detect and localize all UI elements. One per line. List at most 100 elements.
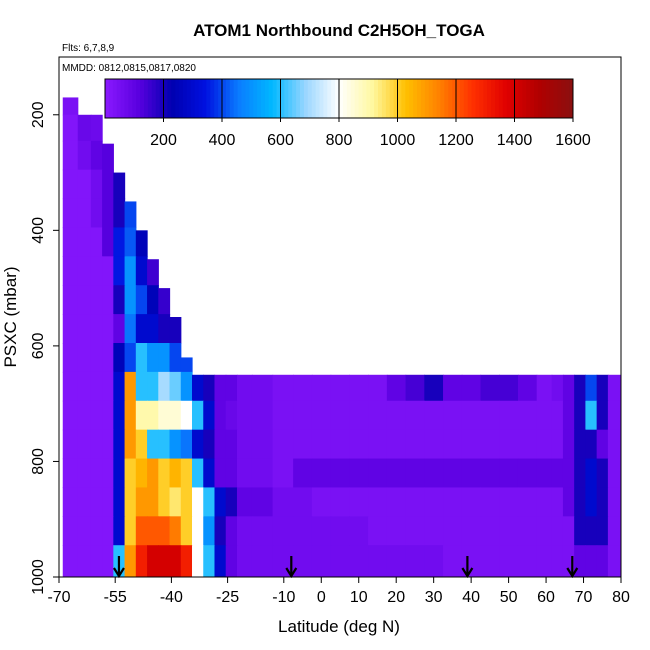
heatmap-cell: [499, 400, 519, 431]
heatmap-cell: [551, 429, 564, 460]
colorbar-swatch: [202, 79, 207, 118]
colorbar-swatch: [487, 79, 492, 118]
colorbar-swatch: [389, 79, 395, 118]
heatmap-cell: [311, 429, 332, 460]
heatmap-cell: [135, 429, 148, 460]
heatmap-cell: [158, 314, 171, 344]
heatmap-cell: [62, 198, 79, 229]
x-tick-label: -25: [216, 589, 239, 606]
heatmap-cell: [386, 429, 407, 460]
heatmap-cell: [236, 374, 253, 402]
heatmap-cell: [225, 545, 238, 577]
colorbar-swatch: [471, 79, 476, 118]
colorbar-swatch: [272, 79, 278, 118]
heatmap-cell: [203, 545, 216, 577]
heatmap-cell: [124, 400, 137, 431]
heatmap-cell: [349, 516, 369, 546]
heatmap-cell: [180, 545, 193, 577]
heatmap-cell: [443, 400, 463, 431]
heatmap-cell: [405, 487, 425, 517]
x-tick-label: 20: [387, 589, 405, 606]
heatmap-cell: [90, 487, 103, 517]
heatmap-cell: [135, 487, 148, 517]
heatmap-cell: [147, 429, 159, 460]
heatmap-cell: [135, 516, 148, 546]
x-axis: -70 -55 -40 -25 -10 0 10 20 30 40 50 60 70 80: [47, 577, 630, 606]
x-tick-label: 50: [500, 589, 518, 606]
heatmap-cell: [102, 314, 114, 344]
heatmap-cell: [574, 400, 587, 431]
heatmap-cell: [90, 429, 103, 460]
heatmap-cell: [585, 516, 598, 546]
heatmap-cell: [585, 458, 598, 489]
x-tick-label: 40: [462, 589, 480, 606]
colorbar-swatch: [444, 79, 449, 118]
profile-marker-head: [113, 567, 125, 579]
heatmap-cell: [480, 429, 500, 460]
heatmap-cell: [443, 429, 463, 460]
heatmap-cell: [77, 400, 92, 431]
heatmap-cell: [62, 400, 79, 431]
heatmap-cell: [180, 516, 193, 546]
colorbar-swatch: [424, 79, 430, 118]
heatmap-cell: [102, 198, 114, 229]
heatmap-cell: [443, 516, 463, 546]
colorbar-swatch: [374, 79, 379, 118]
heatmap-cell: [124, 371, 137, 402]
heatmap-cell: [311, 545, 332, 577]
heatmap-cell: [102, 487, 114, 517]
colorbar-swatch: [116, 79, 122, 118]
x-tick-label: 10: [350, 589, 368, 606]
heatmap-cell: [192, 400, 204, 431]
heatmap-cell: [480, 458, 500, 489]
heatmap-cell: [293, 545, 313, 577]
heatmap-cell: [180, 371, 193, 402]
heatmap-cell: [607, 458, 621, 489]
heatmap-cell: [272, 429, 294, 460]
heatmap-cell: [236, 458, 253, 489]
heatmap-cell: [424, 487, 444, 517]
x-tick-label: -70: [47, 589, 70, 606]
heatmap-cell: [536, 487, 553, 517]
heatmap-cell: [349, 429, 369, 460]
heatmap-cell: [562, 516, 575, 546]
heatmap-cell: [330, 374, 350, 402]
heatmap-cell: [203, 374, 216, 402]
x-tick-label: -10: [272, 589, 295, 606]
heatmap-cell: [90, 545, 103, 577]
heatmap-cell: [214, 487, 227, 517]
colorbar-swatch: [167, 79, 172, 118]
heatmap-cell: [158, 343, 171, 373]
heatmap-cell: [113, 256, 126, 286]
heatmap-cell: [135, 230, 148, 257]
colorbar-swatch: [183, 79, 188, 118]
colorbar-swatch: [120, 79, 125, 118]
heatmap-cell: [113, 458, 126, 489]
heatmap-cell: [330, 487, 350, 517]
colorbar-swatch: [128, 79, 133, 118]
heatmap-cell: [424, 374, 444, 402]
heatmap-cell: [147, 371, 159, 402]
heatmap-cell: [574, 545, 587, 577]
colorbar-swatch: [264, 79, 270, 118]
heatmap-cell: [62, 343, 79, 373]
heatmap-cell: [147, 400, 159, 431]
heatmap-cell: [77, 198, 92, 229]
heatmap-cell: [585, 400, 598, 431]
heatmap-cell: [113, 516, 126, 546]
heatmap-cell: [596, 374, 609, 402]
colorbar-swatch: [342, 79, 348, 118]
heatmap-cell: [607, 516, 621, 546]
colorbar-swatch: [467, 79, 473, 118]
heatmap-cell: [77, 458, 92, 489]
heatmap-cell: [124, 516, 137, 546]
heatmap-cell: [461, 429, 482, 460]
colorbar-swatch: [420, 79, 426, 118]
heatmap-cell: [607, 487, 621, 517]
heatmap-cell: [77, 140, 92, 171]
colorbar-swatch: [280, 79, 285, 118]
heatmap-cell: [574, 516, 587, 546]
colorbar-swatch: [397, 79, 402, 118]
heatmap-cell: [214, 516, 227, 546]
heatmap-cell: [135, 545, 148, 577]
